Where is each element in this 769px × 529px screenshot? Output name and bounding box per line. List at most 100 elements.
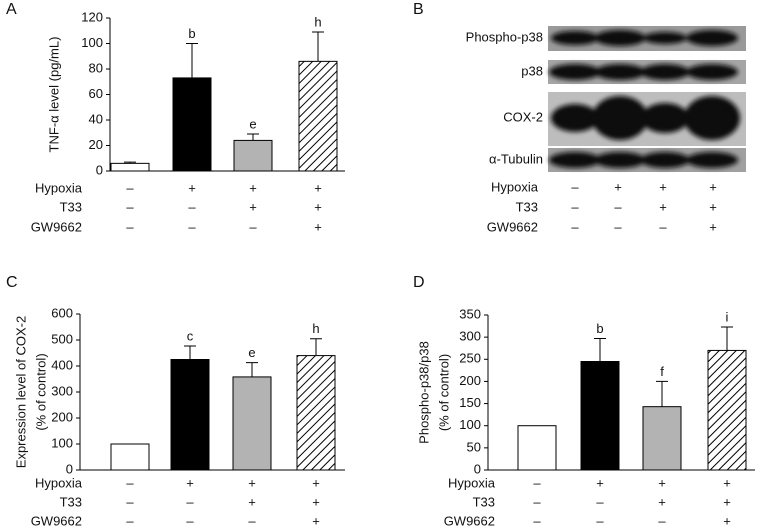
condition-mark: +: [709, 179, 717, 194]
condition-mark: –: [126, 513, 134, 528]
condition-mark: –: [596, 513, 604, 528]
y-tick-label: 0: [474, 461, 481, 476]
error-bar: [184, 345, 196, 360]
error-bar: [310, 338, 322, 356]
condition-mark: +: [723, 475, 731, 490]
condition-mark: +: [312, 494, 320, 509]
y-tick-label: 250: [459, 351, 481, 366]
significance-letter: e: [249, 116, 256, 131]
condition-mark: –: [614, 219, 622, 234]
condition-mark: +: [658, 494, 666, 509]
condition-label: Hypoxia: [35, 180, 83, 195]
y-tick-label: 400: [51, 357, 73, 372]
condition-mark: –: [126, 180, 134, 195]
condition-mark: –: [571, 179, 579, 194]
condition-mark: +: [659, 179, 667, 194]
error-bar: [186, 43, 198, 78]
condition-mark: +: [249, 180, 257, 195]
y-tick-label: 600: [51, 305, 73, 320]
y-axis-label: Expression level of COX-2: [13, 316, 28, 468]
condition-label: T33: [60, 494, 82, 509]
bar: [298, 60, 338, 172]
condition-label: GW9662: [444, 513, 495, 528]
condition-label: GW9662: [31, 513, 82, 528]
condition-mark: –: [571, 199, 579, 214]
panel-label: A: [6, 1, 17, 18]
bar: [517, 425, 557, 471]
condition-mark: –: [533, 494, 541, 509]
y-axis-label: (% of control): [33, 353, 48, 430]
significance-letter: f: [660, 364, 664, 379]
error-bar: [721, 326, 733, 351]
condition-mark: –: [571, 219, 579, 234]
condition-mark: +: [709, 199, 717, 214]
condition-label: Hypoxia: [448, 475, 496, 490]
condition-mark: –: [186, 494, 194, 509]
y-tick-label: 100: [81, 35, 103, 50]
significance-letter: e: [248, 345, 255, 360]
y-tick-label: 200: [459, 373, 481, 388]
condition-label: T33: [60, 199, 82, 214]
condition-mark: –: [596, 494, 604, 509]
blot-row-label: p38: [521, 63, 543, 78]
condition-mark: +: [723, 494, 731, 509]
y-tick-label: 50: [467, 439, 481, 454]
condition-label: T33: [516, 199, 538, 214]
y-tick-label: 100: [51, 435, 73, 450]
condition-mark: –: [188, 219, 196, 234]
bar: [642, 406, 682, 471]
bar: [110, 162, 150, 172]
y-tick-label: 350: [459, 306, 481, 321]
significance-letter: h: [314, 14, 321, 29]
condition-label: Hypoxia: [35, 475, 83, 490]
y-tick-label: 150: [459, 395, 481, 410]
y-tick-label: 300: [51, 383, 73, 398]
bar: [170, 359, 210, 471]
significance-letter: c: [187, 328, 194, 343]
y-tick-label: 80: [89, 60, 103, 75]
condition-mark: +: [709, 219, 717, 234]
condition-label: GW9662: [487, 219, 538, 234]
bar: [580, 361, 620, 471]
y-tick-label: 120: [81, 9, 103, 24]
condition-mark: +: [314, 199, 322, 214]
bar: [110, 443, 150, 471]
condition-mark: +: [596, 475, 604, 490]
condition-mark: –: [614, 199, 622, 214]
condition-mark: +: [312, 513, 320, 528]
condition-mark: –: [248, 513, 256, 528]
blot-image: [548, 26, 746, 172]
y-tick-label: 0: [96, 162, 103, 177]
blot-row-label: Phospho-p38: [466, 29, 543, 44]
condition-mark: –: [658, 513, 666, 528]
error-bar: [312, 31, 324, 62]
y-tick-label: 60: [89, 86, 103, 101]
condition-mark: +: [614, 179, 622, 194]
condition-mark: –: [533, 475, 541, 490]
significance-letter: b: [596, 321, 603, 336]
condition-label: T33: [473, 494, 495, 509]
y-tick-label: 100: [459, 417, 481, 432]
panel-label: D: [413, 274, 425, 291]
panel-label: B: [413, 1, 424, 18]
y-tick-label: 0: [66, 461, 73, 476]
significance-letter: i: [726, 309, 729, 324]
bar: [296, 355, 336, 471]
y-tick-label: 40: [89, 111, 103, 126]
condition-mark: –: [186, 513, 194, 528]
condition-mark: +: [658, 475, 666, 490]
y-tick-label: 500: [51, 331, 73, 346]
condition-mark: +: [312, 475, 320, 490]
condition-mark: –: [126, 219, 134, 234]
blot-row-label: α-Tubulin: [489, 151, 543, 166]
error-bar: [247, 133, 259, 141]
condition-mark: –: [126, 475, 134, 490]
condition-mark: +: [248, 475, 256, 490]
y-axis-label: TNF-α level (pg/mL): [46, 37, 61, 153]
error-bar: [656, 380, 668, 407]
condition-mark: +: [188, 180, 196, 195]
condition-mark: +: [186, 475, 194, 490]
condition-mark: +: [723, 513, 731, 528]
condition-mark: –: [188, 199, 196, 214]
condition-mark: +: [659, 199, 667, 214]
